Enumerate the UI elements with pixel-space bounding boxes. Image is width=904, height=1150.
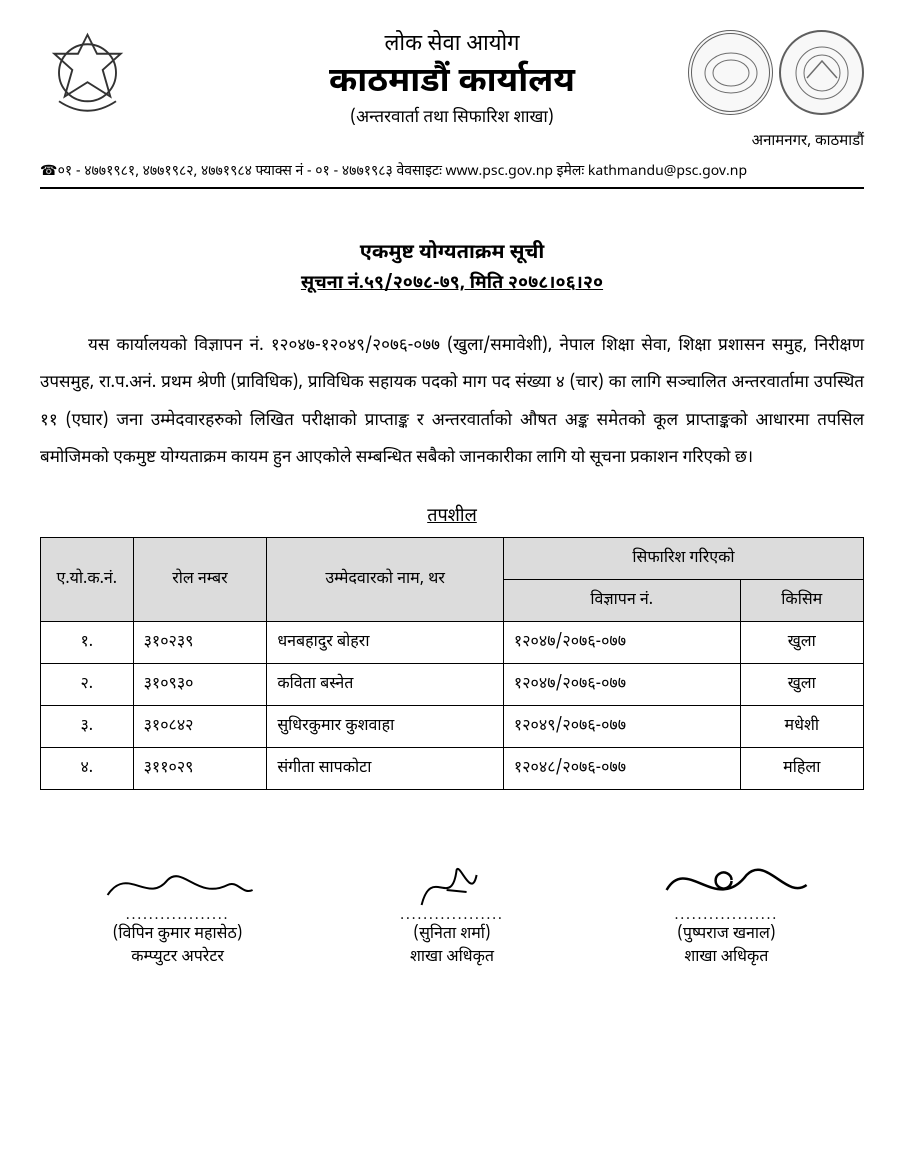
notice-number-date: सूचना नं.५९/२०७८-७९, मिति २०७८।०६।२०	[40, 273, 864, 296]
dotted-line: ..................	[60, 912, 295, 920]
table-row: १. ३१०२३९ धनबहादुर बोहरा १२०४७/२०७६-०७७ …	[41, 621, 864, 663]
signature-mark	[609, 860, 844, 910]
cell-ad: १२०४७/२०७६-०७७	[503, 663, 740, 705]
signatory-post: शाखा अधिकृत	[609, 947, 844, 968]
letterhead: लोक सेवा आयोग काठमाडौं कार्यालय (अन्तरवा…	[40, 30, 864, 201]
cell-type: मधेशी	[740, 705, 863, 747]
signatory-post: कम्प्युटर अपरेटर	[60, 947, 295, 968]
cell-roll: ३१०९३०	[133, 663, 267, 705]
cell-type: महिला	[740, 747, 863, 789]
dotted-line: ..................	[334, 912, 569, 920]
signatory-name: (सुनिता शर्मा)	[334, 924, 569, 945]
contact-bar: ☎ ०१ - ४७७१९८१, ४७७१९८२, ४७७१९८४ फ्याक्स…	[40, 158, 864, 189]
signature-block: .................. (सुनिता शर्मा) शाखा अ…	[334, 860, 569, 968]
th-ad-no: विज्ञापन नं.	[503, 579, 740, 621]
th-serial: ए.यो.क.नं.	[41, 537, 134, 621]
cell-name: कविता बस्नेत	[267, 663, 504, 705]
cell-sn: १.	[41, 621, 134, 663]
table-row: २. ३१०९३० कविता बस्नेत १२०४७/२०७६-०७७ खु…	[41, 663, 864, 705]
cell-ad: १२०४७/२०७६-०७७	[503, 621, 740, 663]
cell-name: धनबहादुर बोहरा	[267, 621, 504, 663]
cell-ad: १२०४९/२०७६-०७७	[503, 705, 740, 747]
signature-block: .................. (पुष्पराज खनाल) शाखा …	[609, 860, 844, 968]
signature-row: .................. (विपिन कुमार महासेठ) …	[40, 860, 864, 968]
cell-name: संगीता सापकोटा	[267, 747, 504, 789]
th-recommend: सिफारिश गरिएको	[503, 537, 863, 579]
office-address: अनामनगर, काठमाडौं	[40, 133, 864, 152]
notice-body: यस कार्यालयको विज्ञापन नं. १२०४७-१२०४९/२…	[40, 328, 864, 478]
notice-title: एकमुष्ट योग्यताक्रम सूची	[40, 241, 864, 267]
cell-roll: ३११०२९	[133, 747, 267, 789]
signatory-post: शाखा अधिकृत	[334, 947, 569, 968]
cell-sn: २.	[41, 663, 134, 705]
dotted-line: ..................	[609, 912, 844, 920]
merit-table: ए.यो.क.नं. रोल नम्बर उम्मेदवारको नाम, थर…	[40, 537, 864, 790]
cell-roll: ३१०२३९	[133, 621, 267, 663]
signatory-name: (पुष्पराज खनाल)	[609, 924, 844, 945]
cell-type: खुला	[740, 663, 863, 705]
office-stamp	[688, 30, 773, 115]
cell-name: सुधिरकुमार कुशवाहा	[267, 705, 504, 747]
cell-sn: ४.	[41, 747, 134, 789]
th-type: किसिम	[740, 579, 863, 621]
national-emblem	[40, 30, 135, 125]
cell-ad: १२०४८/२०७६-०७७	[503, 747, 740, 789]
table-row: ३. ३१०८४२ सुधिरकुमार कुशवाहा १२०४९/२०७६-…	[41, 705, 864, 747]
phone-icon: ☎	[40, 162, 54, 181]
contact-text: ०१ - ४७७१९८१, ४७७१९८२, ४७७१९८४ फ्याक्स न…	[58, 162, 747, 181]
details-heading: तपशील	[40, 506, 864, 529]
signature-mark	[60, 860, 295, 910]
commission-seal	[779, 30, 864, 115]
cell-sn: ३.	[41, 705, 134, 747]
cell-type: खुला	[740, 621, 863, 663]
table-row: ४. ३११०२९ संगीता सापकोटा १२०४८/२०७६-०७७ …	[41, 747, 864, 789]
cell-roll: ३१०८४२	[133, 705, 267, 747]
notice-title-block: एकमुष्ट योग्यताक्रम सूची सूचना नं.५९/२०७…	[40, 241, 864, 296]
signature-block: .................. (विपिन कुमार महासेठ) …	[60, 860, 295, 968]
th-name: उम्मेदवारको नाम, थर	[267, 537, 504, 621]
th-roll: रोल नम्बर	[133, 537, 267, 621]
signature-mark	[334, 860, 569, 910]
right-seals	[688, 30, 864, 115]
signatory-name: (विपिन कुमार महासेठ)	[60, 924, 295, 945]
